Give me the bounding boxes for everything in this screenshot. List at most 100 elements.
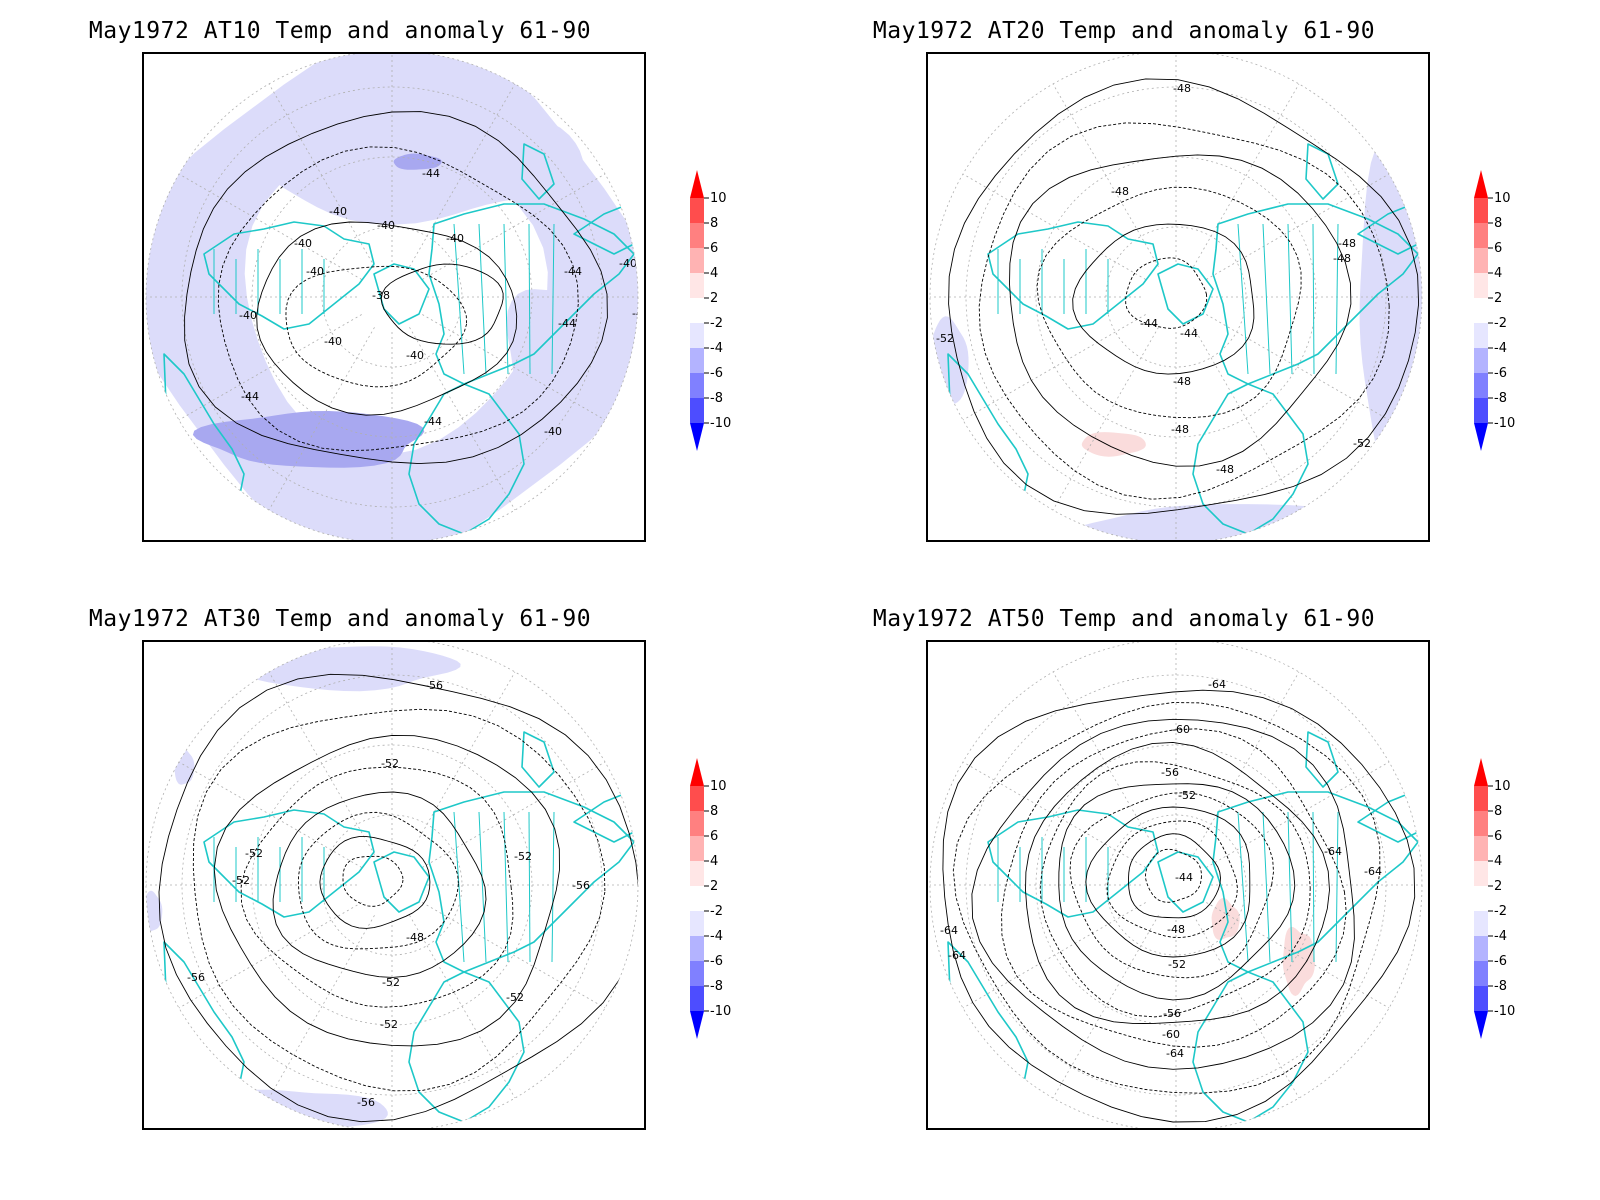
- contour-label-bg: [568, 1075, 590, 1086]
- coastline: [1192, 971, 1309, 1123]
- color-legend: 10 8 6 4 2 -2 -4 -6 -8 -10: [690, 170, 780, 470]
- contour-label-bg: [1419, 207, 1428, 218]
- colorbar-label: -2: [710, 316, 723, 331]
- contour-label: -40: [329, 205, 347, 218]
- colorbar-label: -2: [1494, 316, 1507, 331]
- coastline: [1212, 791, 1419, 973]
- isotherm-contour: [1125, 257, 1208, 329]
- isotherm-contour: [380, 263, 504, 345]
- colorbar-swatch: [690, 811, 704, 836]
- coastline: [163, 941, 245, 1103]
- colorbar-svg: 10 8 6 4 2 -2 -4 -6 -8 -10: [1474, 170, 1515, 451]
- map-svg: -48 -48 -52 -48 -48 -44 -44 -52 -48 -48 -48 -52: [929, 54, 1428, 540]
- contour-label: -64: [1166, 1047, 1184, 1060]
- isotherm-contour: [256, 221, 518, 416]
- border-line: [528, 223, 531, 375]
- isotherm-contour: [1039, 761, 1311, 1018]
- colorbar-label: -6: [710, 954, 723, 969]
- colorbar-label: 10: [710, 779, 727, 794]
- longitude-line: [950, 754, 1146, 868]
- colorbar-label: 8: [1494, 804, 1502, 819]
- colorbar-label: -2: [710, 904, 723, 919]
- colorbar-label: 2: [1494, 291, 1502, 306]
- map-svg: -56 -52 -52 -52 -52 -56 -48 -52 -52 -56 -52 -56 -56: [145, 642, 639, 1128]
- colorbar-swatch: [690, 398, 704, 423]
- colorbar-svg: 10 8 6 4 2 -2 -4 -6 -8 -10: [690, 170, 731, 451]
- longitude-line: [1193, 71, 1307, 267]
- colorbar-label: -8: [710, 391, 723, 406]
- anomaly-region: [192, 411, 425, 468]
- coastline: [573, 203, 638, 255]
- contour-label: -64: [948, 949, 966, 962]
- contour-label: -44: [558, 317, 576, 330]
- contour-label: -52: [381, 757, 399, 770]
- colorbar-label: 8: [710, 804, 718, 819]
- contour-label: -40: [446, 232, 464, 245]
- border-line: [453, 223, 465, 375]
- colorbar-label: -4: [1494, 929, 1507, 944]
- longitude-line: [261, 915, 375, 1111]
- colorbar-label: -6: [1494, 954, 1507, 969]
- colorbar-min-arrow: [1474, 1011, 1488, 1039]
- contour-label: -64: [1364, 865, 1382, 878]
- contour-label: -60: [1172, 723, 1190, 736]
- longitude-line: [1045, 327, 1159, 523]
- colorbar-swatch: [690, 298, 704, 323]
- colorbar-label: 10: [1494, 191, 1511, 206]
- colorbar-swatch: [1474, 298, 1488, 323]
- isotherm-contour: [1128, 833, 1221, 919]
- contour-label: -52: [506, 991, 524, 1004]
- contour-label: -44: [424, 415, 442, 428]
- border-line: [1312, 811, 1315, 963]
- colorbar-swatch: [1474, 911, 1488, 936]
- contour-label: -64: [1208, 678, 1226, 691]
- contour-label: -48: [1111, 185, 1129, 198]
- isotherm-contour: [342, 855, 404, 907]
- colorbar-swatch: [690, 961, 704, 986]
- colorbar-swatch: [690, 911, 704, 936]
- colorbar-swatch: [690, 786, 704, 811]
- isotherm-contour: [1145, 848, 1202, 903]
- isotherm-contour: [952, 702, 1381, 1094]
- colorbar-swatch: [1474, 223, 1488, 248]
- isotherm-contour: [1009, 154, 1352, 467]
- border-line: [1312, 223, 1315, 375]
- colorbar-label: 2: [1494, 879, 1502, 894]
- colorbar-label: -4: [1494, 341, 1507, 356]
- colorbar-label: 4: [710, 854, 718, 869]
- panel-title: May1972 AT30 Temp and anomaly 61-90: [88, 606, 592, 632]
- colorbar-max-arrow: [690, 170, 704, 198]
- map-svg: -44 -40 -40 -40 -40 -40 -40 -38 -40 -40 -44 -44 -44 -…: [145, 54, 639, 540]
- contour-label: -64: [940, 924, 958, 937]
- colorbar-swatch: [1474, 373, 1488, 398]
- map-boundary: [929, 54, 1423, 540]
- panel-title: May1972 AT20 Temp and anomaly 61-90: [872, 18, 1376, 44]
- anomaly-region: [393, 153, 442, 170]
- contour-label: -52: [1178, 789, 1196, 802]
- colorbar-swatch: [1474, 348, 1488, 373]
- coastline: [1157, 263, 1214, 325]
- border-line: [503, 223, 509, 375]
- isotherm-contour: [1072, 223, 1255, 375]
- isotherm-contour: [319, 836, 431, 929]
- colorbar-label: -10: [710, 1004, 731, 1019]
- colorbar-swatch: [690, 861, 704, 886]
- contour-label: -40: [377, 219, 395, 232]
- colorbar-swatch: [1474, 786, 1488, 811]
- colorbar-swatch: [1474, 936, 1488, 961]
- coastline: [428, 203, 635, 385]
- coastline: [408, 383, 525, 535]
- anomaly-region: [1282, 926, 1315, 996]
- isotherm-contour: [217, 146, 579, 452]
- coastline: [203, 221, 375, 330]
- panel-title: May1972 AT50 Temp and anomaly 61-90: [872, 606, 1376, 632]
- contour-label: -40: [619, 257, 637, 270]
- isotherm-contour: [297, 811, 459, 950]
- contour-label: -56: [1163, 1007, 1181, 1020]
- colorbar-swatch: [690, 886, 704, 911]
- border-line: [1237, 223, 1249, 375]
- colorbar-label: 4: [710, 266, 718, 281]
- colorbar-swatch: [690, 986, 704, 1011]
- colorbar-swatch: [1474, 811, 1488, 836]
- contour-label: -48: [1333, 252, 1351, 265]
